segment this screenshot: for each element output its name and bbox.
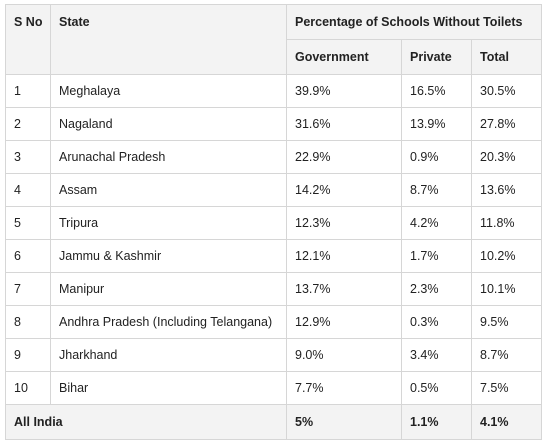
cell-government: 7.7% xyxy=(286,371,402,405)
cell-state: Meghalaya xyxy=(50,74,287,108)
cell-state: Jharkhand xyxy=(50,338,287,372)
cell-government: 9.0% xyxy=(286,338,402,372)
cell-total: 13.6% xyxy=(470,173,543,207)
table-row: 3 Arunachal Pradesh 22.9% 0.9% 20.3% xyxy=(5,140,543,174)
cell-private: 0.3% xyxy=(401,305,472,339)
cell-private: 13.9% xyxy=(401,107,472,141)
table-row: 2 Nagaland 31.6% 13.9% 27.8% xyxy=(5,107,543,141)
cell-state: Andhra Pradesh (Including Telangana) xyxy=(50,305,287,339)
cell-total: 11.8% xyxy=(470,206,543,240)
cell-sno: 5 xyxy=(5,206,51,240)
table-row: 8 Andhra Pradesh (Including Telangana) 1… xyxy=(5,305,543,339)
cell-total: 10.2% xyxy=(470,239,543,273)
header-state: State xyxy=(50,4,287,75)
header-private: Private xyxy=(401,39,472,75)
all-india-private: 1.1% xyxy=(401,404,472,440)
cell-state: Manipur xyxy=(50,272,287,306)
table-row: 4 Assam 14.2% 8.7% 13.6% xyxy=(5,173,543,207)
cell-government: 12.3% xyxy=(286,206,402,240)
table-row: 9 Jharkhand 9.0% 3.4% 8.7% xyxy=(5,338,543,372)
cell-private: 16.5% xyxy=(401,74,472,108)
cell-sno: 7 xyxy=(5,272,51,306)
all-india-label: All India xyxy=(5,404,287,440)
cell-government: 12.1% xyxy=(286,239,402,273)
cell-private: 4.2% xyxy=(401,206,472,240)
cell-state: Assam xyxy=(50,173,287,207)
cell-sno: 3 xyxy=(5,140,51,174)
cell-private: 8.7% xyxy=(401,173,472,207)
table-row: 10 Bihar 7.7% 0.5% 7.5% xyxy=(5,371,543,405)
cell-sno: 6 xyxy=(5,239,51,273)
cell-total: 10.1% xyxy=(470,272,543,306)
cell-government: 13.7% xyxy=(286,272,402,306)
header-sno: S No xyxy=(5,4,51,75)
cell-sno: 1 xyxy=(5,74,51,108)
cell-state: Nagaland xyxy=(50,107,287,141)
cell-total: 20.3% xyxy=(470,140,543,174)
header-group: Percentage of Schools Without Toilets xyxy=(285,4,543,40)
cell-sno: 9 xyxy=(5,338,51,372)
cell-total: 7.5% xyxy=(470,371,543,405)
cell-total: 30.5% xyxy=(470,74,543,108)
table-row: 5 Tripura 12.3% 4.2% 11.8% xyxy=(5,206,543,240)
cell-state: Jammu & Kashmir xyxy=(50,239,287,273)
cell-state: Arunachal Pradesh xyxy=(50,140,287,174)
cell-sno: 4 xyxy=(5,173,51,207)
cell-total: 27.8% xyxy=(470,107,543,141)
cell-private: 3.4% xyxy=(401,338,472,372)
cell-sno: 10 xyxy=(5,371,51,405)
cell-government: 22.9% xyxy=(286,140,402,174)
cell-private: 0.5% xyxy=(401,371,472,405)
all-india-government: 5% xyxy=(286,404,402,440)
schools-without-toilets-table: S No State Percentage of Schools Without… xyxy=(5,4,543,440)
cell-private: 2.3% xyxy=(401,272,472,306)
table-row: 6 Jammu & Kashmir 12.1% 1.7% 10.2% xyxy=(5,239,543,273)
header-government: Government xyxy=(286,39,402,75)
all-india-row: All India 5% 1.1% 4.1% xyxy=(5,404,543,440)
cell-sno: 8 xyxy=(5,305,51,339)
cell-total: 9.5% xyxy=(470,305,543,339)
cell-government: 14.2% xyxy=(286,173,402,207)
header-total: Total xyxy=(470,39,543,75)
table-row: 7 Manipur 13.7% 2.3% 10.1% xyxy=(5,272,543,306)
cell-total: 8.7% xyxy=(470,338,543,372)
all-india-total: 4.1% xyxy=(470,404,543,440)
cell-state: Tripura xyxy=(50,206,287,240)
cell-sno: 2 xyxy=(5,107,51,141)
cell-government: 31.6% xyxy=(286,107,402,141)
cell-private: 0.9% xyxy=(401,140,472,174)
cell-private: 1.7% xyxy=(401,239,472,273)
cell-state: Bihar xyxy=(50,371,287,405)
table-row: 1 Meghalaya 39.9% 16.5% 30.5% xyxy=(5,74,543,108)
cell-government: 39.9% xyxy=(286,74,402,108)
cell-government: 12.9% xyxy=(286,305,402,339)
